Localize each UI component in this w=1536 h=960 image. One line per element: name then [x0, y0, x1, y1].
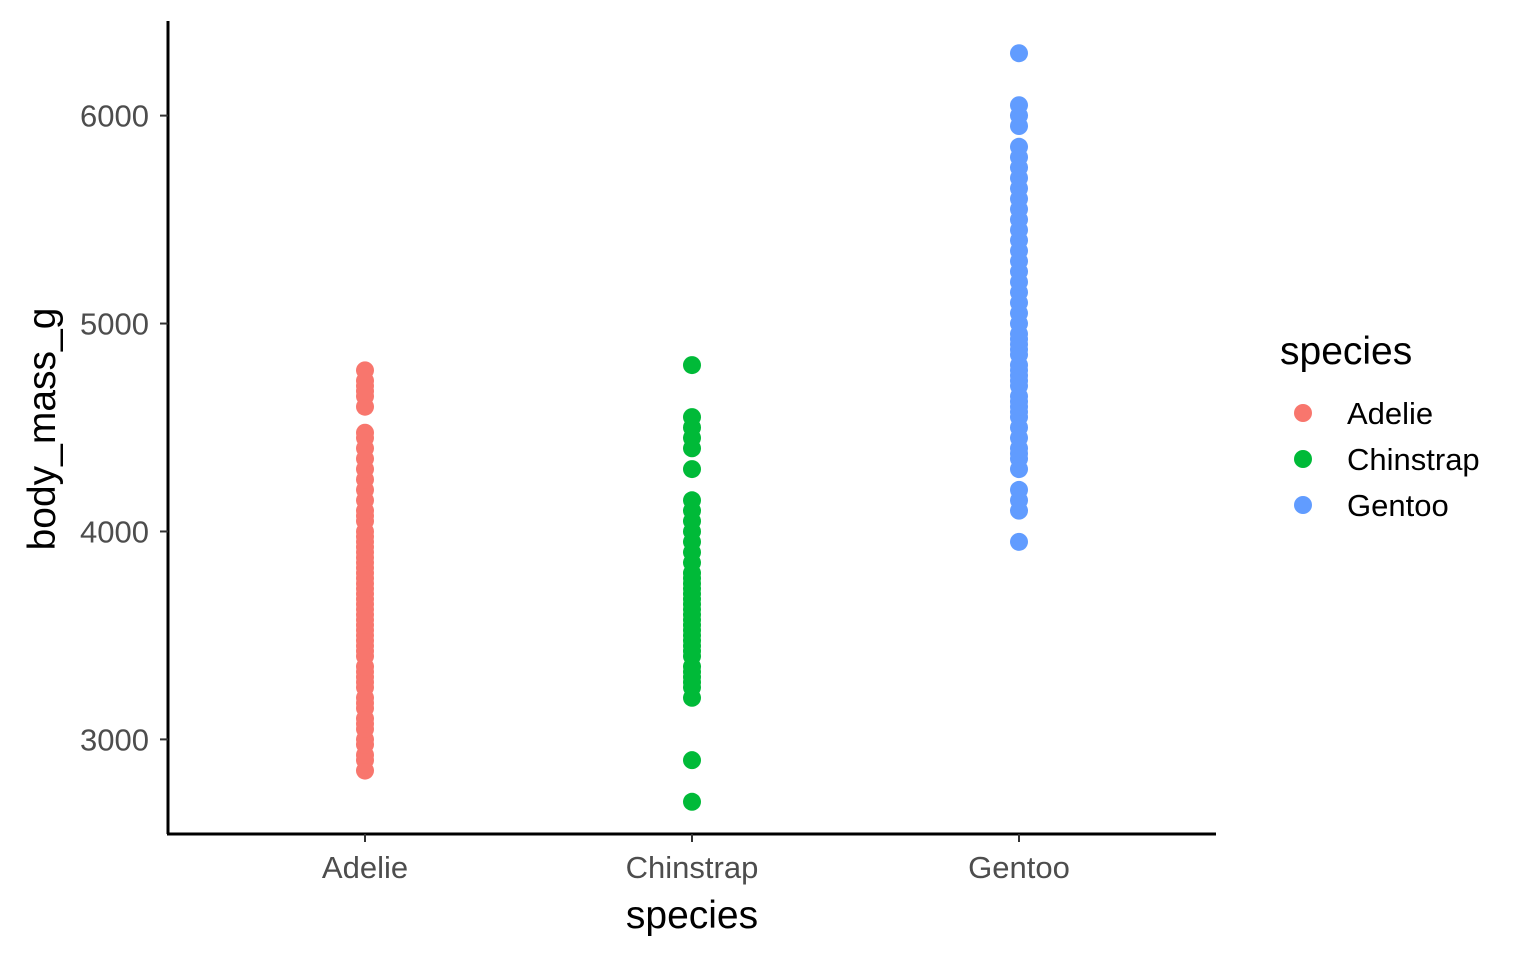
data-point [1010, 44, 1028, 63]
data-point [356, 423, 374, 442]
legend-key [1294, 404, 1312, 422]
data-point [683, 792, 701, 811]
data-point [683, 460, 701, 479]
x-tick-label: Chinstrap [626, 850, 759, 885]
data-point [683, 356, 701, 375]
legend-title: species [1280, 330, 1412, 373]
y-tick-label: 3000 [80, 722, 149, 757]
y-axis-title: body_mass_g [21, 308, 64, 551]
data-point [356, 361, 374, 380]
legend-label: Adelie [1347, 396, 1433, 431]
y-axis-ticks: 3000 4000 5000 6000 [80, 99, 168, 757]
data-point [683, 491, 701, 510]
y-tick-label: 4000 [80, 514, 149, 549]
legend-key [1294, 496, 1312, 514]
data-point [1010, 532, 1028, 551]
x-axis-title: species [626, 894, 758, 937]
x-axis-ticks: Adelie Chinstrap Gentoo [322, 834, 1070, 885]
legend-label: Chinstrap [1347, 442, 1480, 477]
y-tick-label: 6000 [80, 99, 149, 134]
data-point [1010, 480, 1028, 499]
legend-key [1294, 450, 1312, 468]
x-tick-label: Gentoo [968, 850, 1070, 885]
x-tick-label: Adelie [322, 850, 408, 885]
data-point [683, 408, 701, 427]
data-point [1010, 96, 1028, 115]
y-tick-label: 5000 [80, 307, 149, 342]
data-point [683, 751, 701, 770]
legend-label: Gentoo [1347, 488, 1449, 523]
points-layer [356, 44, 1028, 811]
legend: species Adelie Chinstrap Gentoo [1280, 330, 1480, 523]
legend-entries: Adelie Chinstrap Gentoo [1294, 396, 1480, 523]
data-point [1010, 137, 1028, 156]
